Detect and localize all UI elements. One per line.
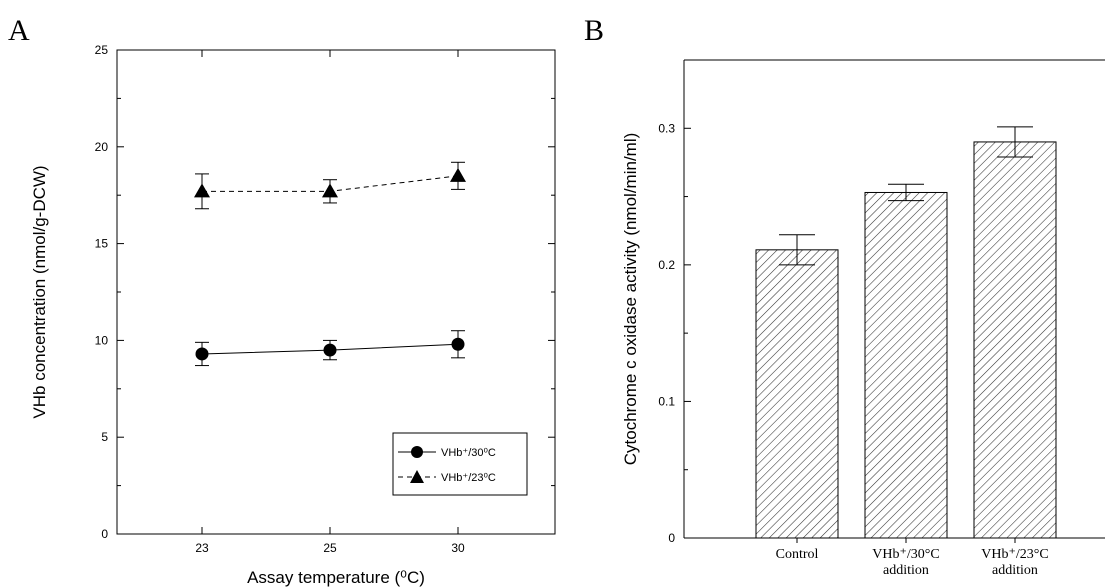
panel-a-y-axis: 0 5 10 15 20 25 [95, 43, 555, 541]
panel-a: A 0 5 10 15 20 25 23 25 30 VHb concentration (n… [8, 14, 556, 587]
x-tick-label-line2: addition [883, 563, 929, 578]
panel-a-x-axis-title: Assay temperature (⁰C) [247, 568, 425, 587]
panel-b-letter: B [584, 14, 604, 47]
x-tick-label: 23 [195, 541, 209, 555]
y-tick-label: 5 [101, 430, 108, 444]
panel-a-y-axis-title: VHb concentration (nmol/g-DCW) [30, 165, 49, 418]
x-tick-label: VHb⁺/30°C [872, 547, 939, 562]
panel-b-bars: Control VHb⁺/30°CadditionVHb⁺/23°Cadditio… [755, 126, 1057, 578]
legend-marker-series-1 [411, 446, 423, 458]
x-tick-label: 25 [323, 541, 337, 555]
panel-b: B 0 0.1 0.2 0.3 Cytochrome c oxidase activi… [584, 14, 1105, 578]
legend-label-series-2: VHb⁺/23⁰C [441, 472, 496, 484]
y-tick-label: 0.1 [658, 394, 675, 408]
legend-frame [392, 432, 528, 496]
y-tick-label: 0 [101, 527, 108, 541]
legend-label-series-1: VHb⁺/30⁰C [441, 447, 496, 459]
bar [864, 191, 948, 539]
y-tick-label: 0 [668, 531, 675, 545]
panel-a-series [194, 161, 466, 367]
bar [973, 141, 1057, 539]
series-1-point [195, 347, 209, 361]
x-tick-label: VHb⁺/23°C [981, 547, 1048, 562]
series-2-point [194, 183, 210, 198]
x-tick-label: 30 [451, 541, 465, 555]
y-tick-label: 15 [95, 237, 109, 251]
panel-b-y-axis-title: Cytochrome c oxidase activity (nmol/min/… [621, 133, 640, 466]
y-tick-label: 10 [95, 333, 109, 347]
panel-b-y-axis: 0 0.1 0.2 0.3 [658, 121, 691, 545]
y-tick-label: 0.3 [658, 121, 675, 135]
series-1-point [323, 343, 337, 357]
series-2-point [450, 167, 466, 182]
y-tick-label: 20 [95, 140, 109, 154]
x-tick-label: Control [776, 547, 819, 562]
panel-a-letter: A [8, 14, 30, 47]
panel-a-x-axis: 23 25 30 [195, 50, 465, 555]
series-2-point [322, 183, 338, 198]
panel-a-legend: VHb⁺/30⁰C VHb⁺/23⁰C [392, 432, 528, 496]
y-tick-label: 25 [95, 43, 109, 57]
series-1-point [451, 337, 465, 351]
legend-marker-series-2 [410, 470, 424, 483]
y-tick-label: 0.2 [658, 258, 675, 272]
x-tick-label-line2: addition [992, 563, 1038, 578]
bar [755, 249, 839, 539]
